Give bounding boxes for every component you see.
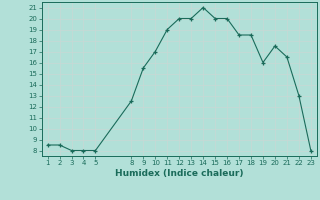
X-axis label: Humidex (Indice chaleur): Humidex (Indice chaleur) [115,169,244,178]
